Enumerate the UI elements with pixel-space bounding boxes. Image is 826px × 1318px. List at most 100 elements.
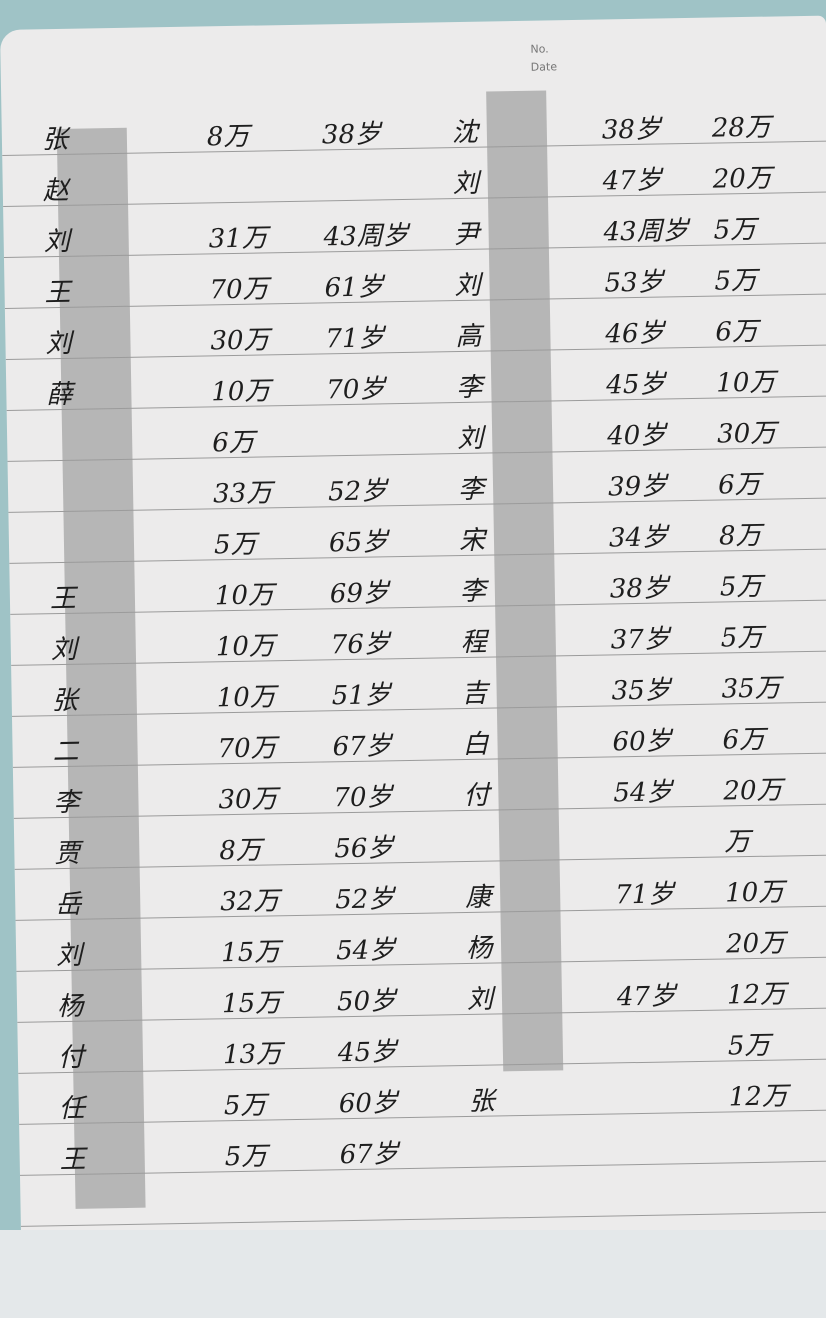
table-surface: [0, 1230, 826, 1318]
entry-age: 43周岁: [603, 216, 689, 248]
entry-age: 60岁: [612, 726, 672, 758]
entry-name: 付: [463, 780, 490, 812]
entry-amount: 28万: [711, 112, 772, 144]
entry-amount: 20万: [712, 163, 773, 195]
entry-age: 51岁: [331, 680, 392, 712]
entry-name: 张: [51, 685, 78, 717]
entry-age: 61岁: [324, 272, 384, 304]
entry-age: 47岁: [602, 165, 663, 197]
entry-age: 71岁: [614, 879, 675, 911]
entry-name: 尹: [453, 219, 480, 251]
entry-amount: 32万: [219, 886, 280, 918]
entry-amount: 13万: [222, 1039, 283, 1071]
entry-amount: 5万: [713, 214, 757, 246]
entry-name: 康: [464, 882, 492, 914]
entry-name: 白: [462, 729, 489, 761]
entry-name: 杨: [56, 991, 84, 1023]
entry-amount: 5万: [719, 571, 763, 603]
entry-age: 70岁: [326, 374, 386, 406]
entry-age: 69岁: [329, 578, 390, 610]
entry-amount: 70万: [217, 733, 277, 765]
entry-age: 65岁: [328, 527, 389, 559]
entry-amount: 5万: [727, 1030, 771, 1062]
header-no: No.: [530, 42, 549, 56]
entry-age: 45岁: [337, 1037, 398, 1069]
header-date: Date: [530, 60, 558, 74]
entry-amount: 35万: [721, 673, 781, 705]
entry-age: 40岁: [606, 420, 667, 452]
entry-age: 34岁: [608, 522, 669, 554]
entry-name: 刘: [45, 328, 72, 360]
entry-amount: 6万: [722, 724, 766, 756]
entry-name: 王: [44, 277, 71, 309]
entry-amount: 8万: [219, 835, 263, 867]
notebook-page: No. Date 张 8万 38岁赵刘 31万 43周岁王 70万 61岁刘 30万 71岁薛 1…: [0, 15, 826, 1250]
entry-amount: 30万: [716, 418, 777, 450]
entry-name: 沈: [451, 117, 479, 149]
entry-amount: 6万: [211, 427, 256, 459]
entry-age: 43周岁: [323, 220, 410, 253]
entry-name: 刘: [50, 634, 78, 666]
entry-age: 37岁: [610, 624, 671, 656]
entry-amount: 33万: [212, 478, 273, 510]
entry-age: 53岁: [604, 267, 664, 299]
entry-name: 李: [459, 576, 487, 608]
entry-amount: 10万: [724, 877, 785, 909]
entry-amount: 20万: [725, 928, 786, 960]
entry-name: 程: [460, 627, 488, 659]
entry-age: 70岁: [333, 782, 393, 814]
entry-age: 54岁: [613, 777, 673, 809]
entry-age: 71岁: [325, 323, 385, 355]
entry-age: 76岁: [330, 629, 391, 661]
entry-amount: 10万: [214, 580, 275, 612]
entry-name: 刘: [43, 226, 70, 258]
entry-name: 岳: [55, 889, 82, 921]
entry-name: 宋: [458, 525, 486, 557]
entry-amount: 70万: [209, 274, 269, 306]
entry-amount: 10万: [716, 367, 776, 399]
entry-amount: 10万: [211, 376, 271, 408]
entry-name: 高: [455, 321, 482, 353]
entry-age: 47岁: [616, 981, 677, 1013]
entry-amount: 5万: [714, 265, 758, 297]
entry-amount: 6万: [715, 316, 759, 348]
entry-amount: 5万: [213, 529, 257, 561]
entry-amount: 5万: [224, 1141, 268, 1173]
entry-name: 李: [456, 372, 483, 404]
entry-age: 52岁: [334, 884, 395, 916]
entry-age: 54岁: [335, 935, 396, 967]
entry-name: 李: [457, 474, 485, 506]
entry-age: 50岁: [336, 986, 397, 1018]
entry-name: 赵: [42, 175, 70, 207]
entry-amount: 15万: [221, 988, 282, 1020]
entry-age: 52岁: [327, 476, 388, 508]
ruled-line: [20, 1211, 826, 1227]
entry-amount: 30万: [210, 325, 270, 357]
entry-name: 王: [59, 1144, 87, 1176]
entry-name: 张: [468, 1086, 496, 1117]
entry-age: 46岁: [605, 318, 665, 350]
entry-amount: 6万: [717, 469, 761, 501]
redaction: [486, 90, 564, 1072]
entry-age: 38岁: [609, 573, 670, 605]
entry-name: 付: [57, 1042, 85, 1074]
entry-amount: 30万: [218, 784, 278, 816]
entry-name: 刘: [55, 940, 83, 972]
entry-name: 吉: [461, 678, 488, 710]
entry-name: 贾: [54, 838, 81, 870]
entry-age: 60岁: [338, 1088, 399, 1120]
entry-amount: 5万: [720, 622, 764, 654]
entry-amount: 20万: [723, 775, 783, 807]
entry-amount: 万: [724, 827, 751, 858]
entry-amount: 10万: [216, 682, 277, 714]
entry-amount: 31万: [208, 223, 269, 255]
entry-age: 35岁: [611, 675, 671, 707]
entry-name: 刘: [454, 270, 481, 302]
entry-age: 67岁: [339, 1139, 400, 1171]
entry-name: 薛: [46, 379, 73, 411]
entry-name: 张: [41, 124, 69, 156]
entry-name: 王: [49, 583, 77, 615]
entry-name: 任: [58, 1093, 86, 1125]
entry-name: 刘: [466, 984, 494, 1015]
